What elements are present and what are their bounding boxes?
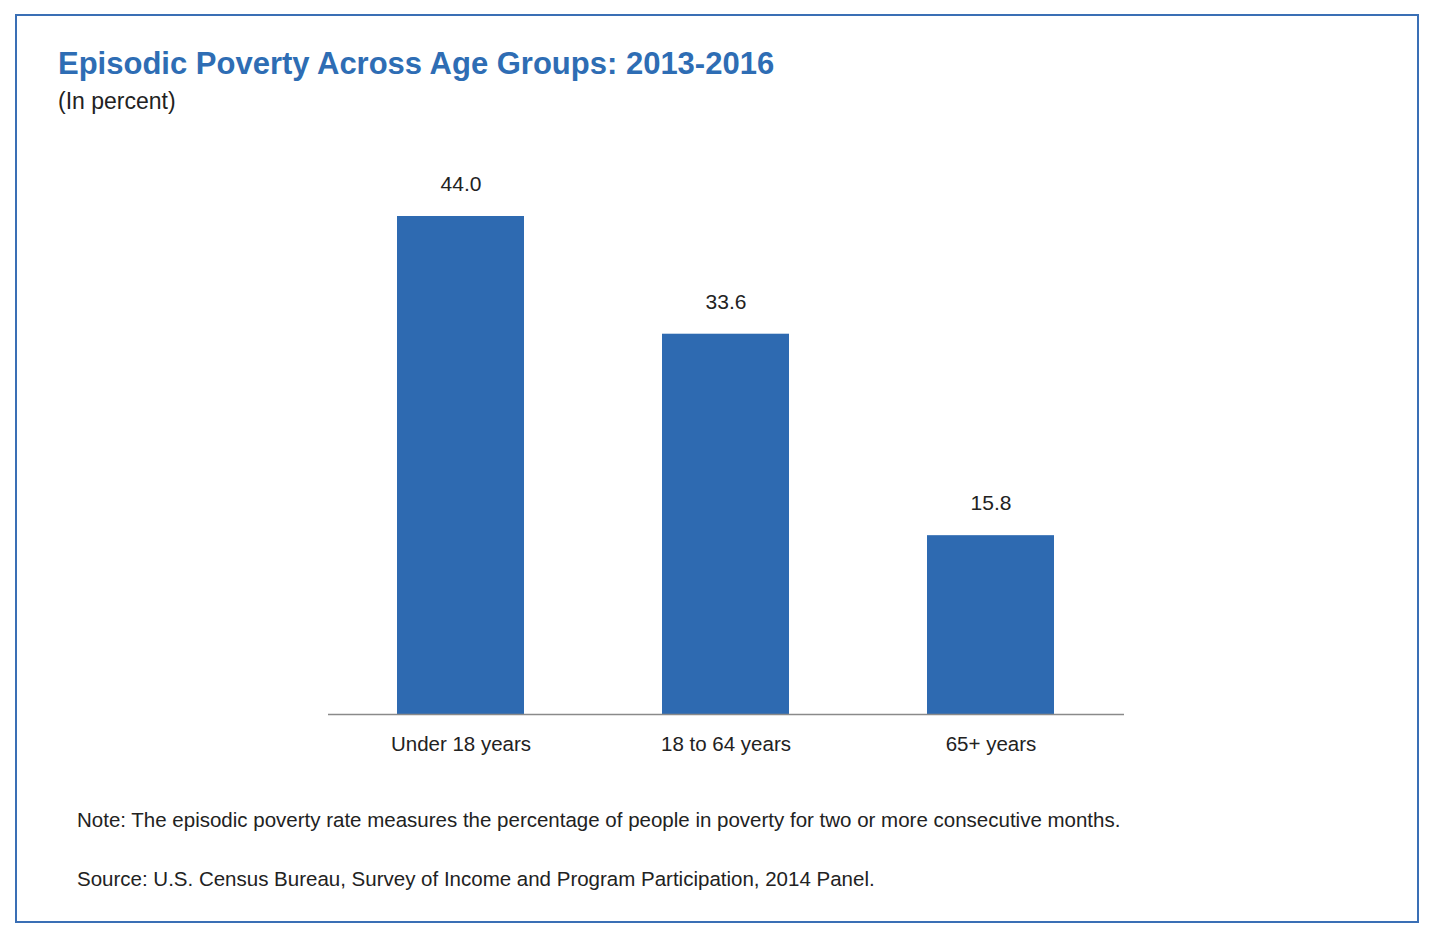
html-text:(In percent): (In percent) [58,88,176,114]
svg-text:44.0: 44.0 [441,172,482,195]
html-text:Episodic Poverty Across Age Gr: Episodic Poverty Across Age Groups: 2013… [58,46,775,81]
svg-text:Under 18 years: Under 18 years [391,732,531,755]
html-text:Note: The episodic poverty rat: Note: The episodic poverty rate measures… [77,808,1121,831]
svg-text:33.6: 33.6 [706,290,747,313]
svg-text:15.8: 15.8 [971,491,1012,514]
svg-text:65+ years: 65+ years [946,732,1037,755]
svg-text:18 to 64 years: 18 to 64 years [661,732,791,755]
html-text:Source: U.S. Census Bureau, Su: Source: U.S. Census Bureau, Survey of In… [77,867,875,890]
